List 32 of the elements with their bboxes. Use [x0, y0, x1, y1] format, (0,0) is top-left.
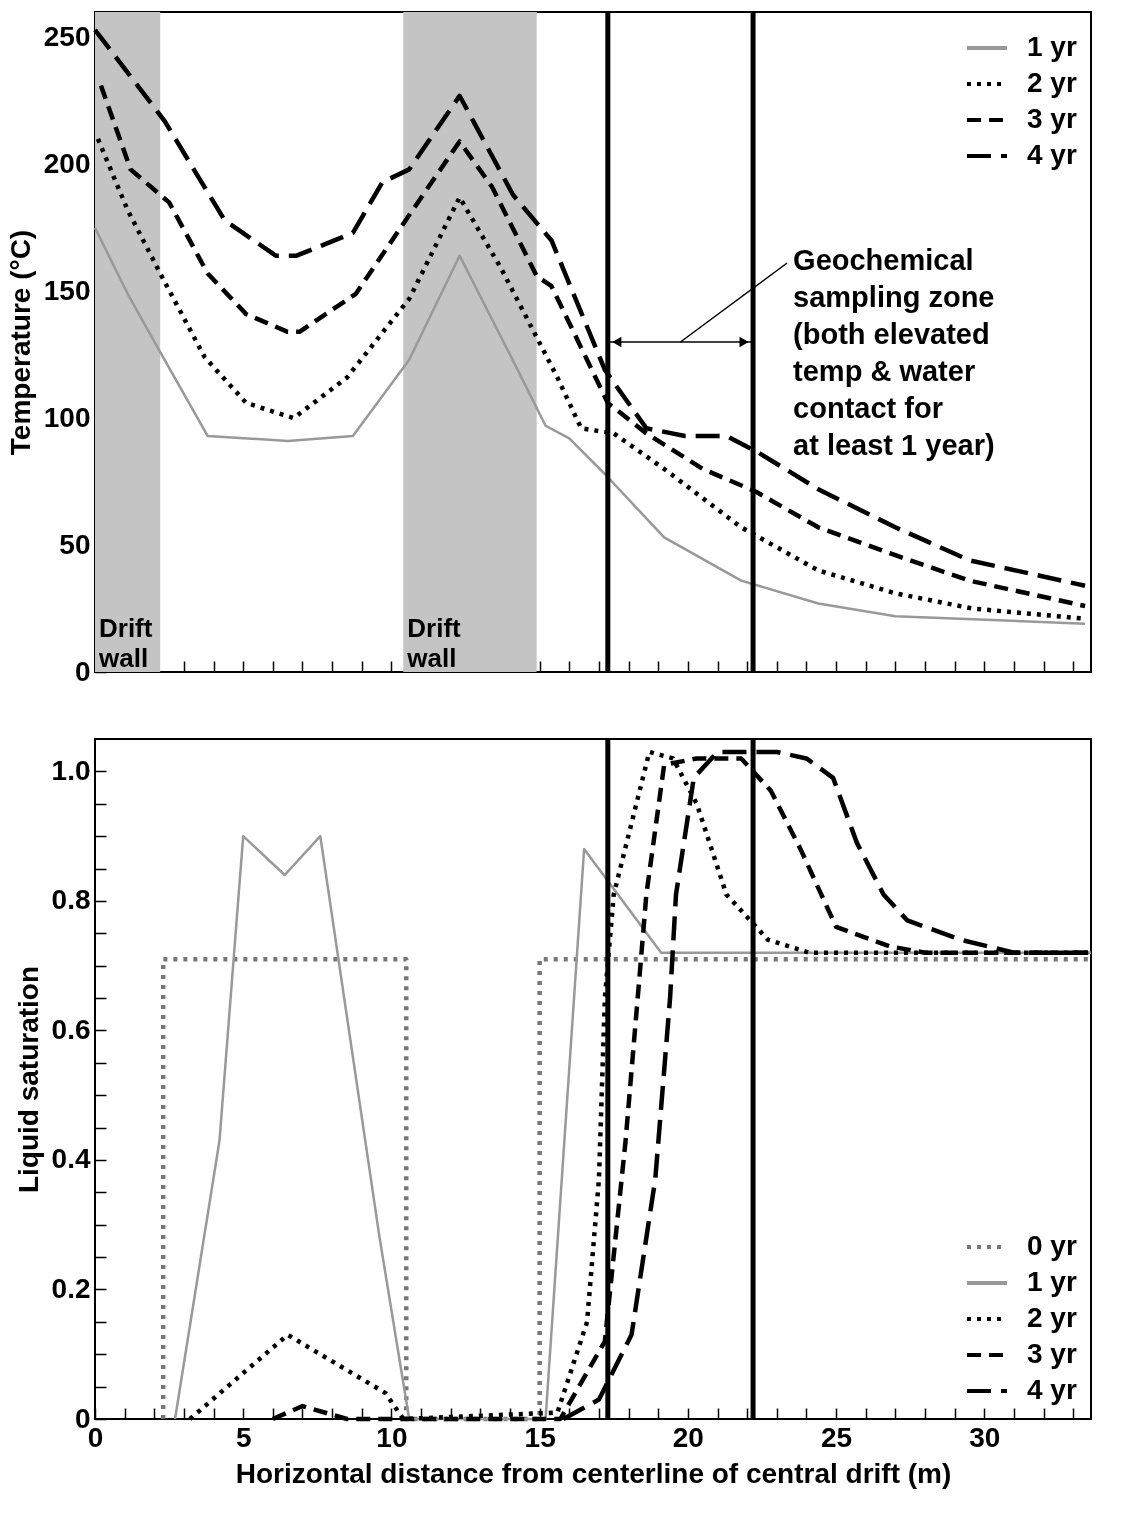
- y-axis-title: Temperature (°C): [4, 229, 36, 456]
- band-label: Drift wall: [406, 613, 462, 673]
- legend-label: 4 yr: [1027, 1374, 1077, 1405]
- y-tick-label: 0.2: [51, 1272, 91, 1304]
- legend-label: 1 yr: [1027, 31, 1077, 62]
- x-tick-label: 15: [524, 1421, 556, 1453]
- x-tick-label: 5: [235, 1421, 252, 1453]
- y-tick-label: 0: [74, 655, 91, 687]
- y-tick-label: 0.4: [51, 1143, 91, 1175]
- x-tick-label: 10: [376, 1421, 408, 1453]
- y-tick-label: 200: [43, 147, 91, 179]
- y-axis-title: Liquid saturation: [12, 965, 44, 1194]
- y-tick-label: 1.0: [51, 754, 91, 786]
- legend-label: 2 yr: [1027, 67, 1077, 98]
- y-tick-label: 250: [43, 20, 91, 52]
- legend-label: 4 yr: [1027, 139, 1077, 170]
- x-axis-title: Horizontal distance from centerline of central drift (m): [235, 1457, 952, 1489]
- legend-label: 1 yr: [1027, 1266, 1077, 1297]
- x-tick-label: 30: [969, 1421, 1001, 1453]
- annotation: Geochemical sampling zone (both elevated temp & water contact for at least 1 year): [793, 244, 995, 461]
- band-label: Drift wall: [98, 613, 153, 673]
- legend-label: 0 yr: [1027, 1230, 1077, 1261]
- x-tick-label: 20: [672, 1421, 704, 1453]
- y-tick-label: 100: [43, 401, 91, 433]
- legend-label: 3 yr: [1027, 103, 1077, 134]
- legend-label: 3 yr: [1027, 1338, 1077, 1369]
- y-tick-label: 0.6: [51, 1013, 91, 1045]
- y-tick-label: 50: [59, 528, 91, 560]
- legend-label: 2 yr: [1027, 1302, 1077, 1333]
- x-tick-label: 25: [820, 1421, 853, 1453]
- y-tick-label: 0.8: [51, 884, 91, 916]
- y-tick-label: 150: [43, 274, 91, 306]
